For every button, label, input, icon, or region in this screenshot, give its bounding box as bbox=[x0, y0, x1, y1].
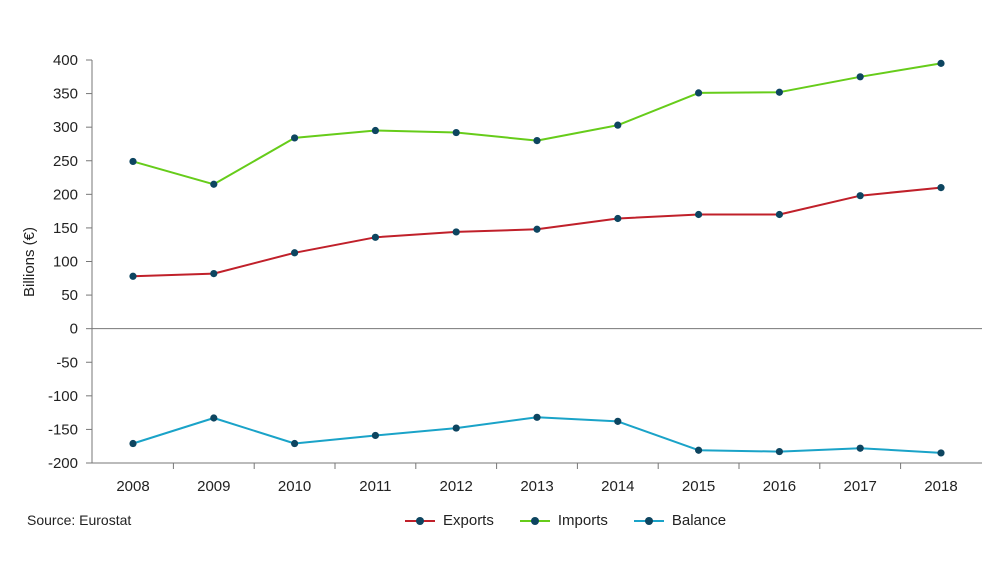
y-tick-label: -200 bbox=[48, 455, 78, 472]
balance-point bbox=[210, 414, 218, 422]
legend-item-balance: Balance bbox=[633, 512, 727, 529]
imports-point bbox=[695, 89, 703, 97]
x-tick-label: 2013 bbox=[520, 478, 553, 495]
balance-point bbox=[695, 446, 703, 454]
x-tick-label: 2009 bbox=[197, 478, 230, 495]
y-tick-label: 100 bbox=[53, 254, 78, 271]
y-axis-title: Billions (€) bbox=[21, 227, 38, 297]
balance-point bbox=[533, 413, 541, 421]
y-tick-label: -50 bbox=[56, 354, 78, 371]
balance-point bbox=[614, 417, 622, 425]
legend-swatch-imports bbox=[519, 516, 550, 525]
balance-point bbox=[937, 449, 945, 457]
balance-point bbox=[856, 444, 864, 452]
legend-swatch-exports bbox=[405, 516, 435, 525]
exports-point bbox=[129, 272, 137, 280]
y-tick-label: -150 bbox=[48, 421, 78, 438]
chart-legend: Exports Imports Balance bbox=[405, 512, 726, 529]
legend-swatch-balance bbox=[633, 516, 664, 525]
y-tick-label: 300 bbox=[53, 119, 78, 136]
y-tick-label: 0 bbox=[70, 321, 78, 338]
imports-point bbox=[210, 180, 218, 188]
x-tick-label: 2018 bbox=[924, 478, 957, 495]
imports-point bbox=[291, 134, 299, 142]
legend-label-balance: Balance bbox=[671, 512, 727, 529]
balance-point bbox=[291, 439, 299, 448]
exports-point bbox=[775, 210, 784, 219]
y-tick-label: 200 bbox=[53, 186, 78, 203]
x-tick-label: 2010 bbox=[278, 478, 311, 495]
exports-point bbox=[210, 269, 218, 278]
line-chart: 400350300250200150100500-50-100-150-200 … bbox=[21, 52, 982, 495]
x-tick-label: 2011 bbox=[359, 478, 391, 495]
exports-point bbox=[291, 249, 299, 257]
imports-point bbox=[371, 126, 379, 135]
series-points bbox=[129, 59, 945, 457]
exports-point bbox=[937, 184, 945, 192]
legend-item-imports: Imports bbox=[519, 512, 608, 529]
x-tick-label: 2014 bbox=[601, 478, 634, 495]
imports-point bbox=[775, 88, 784, 96]
legend-marker-balance bbox=[644, 516, 653, 525]
x-tick-label: 2008 bbox=[116, 478, 149, 495]
exports-point bbox=[856, 192, 864, 200]
exports-point bbox=[371, 233, 379, 241]
x-tick-label: 2015 bbox=[682, 478, 715, 495]
balance-point bbox=[775, 447, 784, 456]
x-axis-ticks: 2008 2009 2010 2011 2012 2013 2014 2015 2016 2017… bbox=[116, 463, 958, 495]
series-lines bbox=[132, 62, 942, 454]
legend-marker-exports bbox=[416, 516, 424, 525]
exports-point bbox=[452, 228, 460, 236]
balance-point bbox=[452, 424, 460, 432]
x-tick-label: 2012 bbox=[440, 478, 473, 495]
balance-point bbox=[129, 439, 137, 448]
y-tick-label: 250 bbox=[53, 153, 78, 170]
x-tick-label: 2016 bbox=[763, 478, 796, 495]
legend-label-imports: Imports bbox=[557, 512, 608, 529]
legend-label-exports: Exports bbox=[443, 512, 494, 529]
exports-point bbox=[614, 214, 622, 223]
imports-line bbox=[132, 62, 942, 186]
y-tick-label: -100 bbox=[48, 388, 78, 405]
y-tick-label: 350 bbox=[53, 86, 78, 103]
imports-point bbox=[533, 137, 541, 145]
imports-point bbox=[937, 59, 945, 67]
imports-point bbox=[129, 157, 137, 166]
y-tick-label: 50 bbox=[61, 287, 78, 304]
imports-point bbox=[856, 73, 864, 81]
exports-point bbox=[533, 225, 541, 233]
y-tick-label: 400 bbox=[53, 52, 78, 69]
balance-line bbox=[132, 416, 942, 454]
chart-axes bbox=[91, 60, 982, 464]
y-tick-label: 150 bbox=[53, 220, 78, 237]
x-tick-label: 2017 bbox=[844, 478, 877, 495]
imports-point bbox=[614, 121, 622, 129]
balance-point bbox=[371, 431, 379, 440]
y-axis-ticks: 400 350 300 250 200 150 100 50 0 -50 -100 -150 -200 bbox=[48, 52, 92, 472]
source-note: Source: Eurostat bbox=[27, 512, 132, 528]
legend-marker-imports bbox=[530, 516, 539, 525]
legend-item-exports: Exports bbox=[405, 512, 494, 529]
exports-point bbox=[695, 210, 703, 219]
imports-point bbox=[452, 128, 460, 137]
